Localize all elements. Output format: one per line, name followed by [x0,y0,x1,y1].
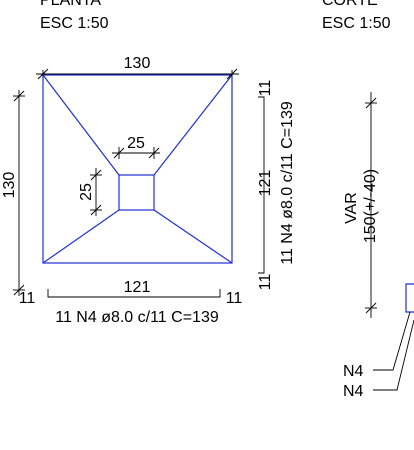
bar-bracket-right [258,96,265,274]
leader-label-2: N4 [343,383,364,400]
diagonal-tl [42,74,120,176]
section-height-label: 150(+/-40) [362,169,379,243]
left-view-title: PLANTA [40,0,101,9]
leader-label-1: N4 [343,363,364,380]
dim-bottom-right-label: 11 [226,290,243,307]
dim-right-bot-label: 11 [257,274,274,291]
dim-top-label: 130 [124,55,151,72]
dim-left-label: 130 [1,172,18,199]
bar-right-label: 11 N4 ø8.0 c/11 C=139 [279,101,296,265]
diagonal-tr [153,74,233,176]
diagonal-bl [42,209,120,264]
leader-line-2 [373,319,414,391]
dim-right-mid-label: 121 [257,170,274,197]
dim-right-top-label: 11 [257,80,274,97]
dim-bottom-left-label: 11 [19,290,36,307]
dim-inner-w-label: 25 [127,135,145,152]
right-view-title: CORTE [322,0,378,9]
bar-bracket-bottom [47,289,221,298]
right-view-scale: ESC 1:50 [322,15,391,32]
section-var-label: VAR [343,192,360,224]
pedestal-outline [118,174,155,211]
footing-outline [42,74,233,264]
leader-line-1 [373,311,411,371]
section-pedestal-edge [405,283,414,313]
dim-bottom-mid-label: 121 [124,279,151,296]
bar-bottom-label: 11 N4 ø8.0 c/11 C=139 [55,309,219,326]
diagonal-br [153,209,233,264]
left-view-scale: ESC 1:50 [40,15,109,32]
section-view: VAR 150(+/-40) N4 N4 [343,92,414,400]
dim-inner-h-label: 25 [78,183,95,201]
plan-view: 130 130 25 25 11 121 11 11 N4 ø8.0 c/11 … [1,55,296,326]
